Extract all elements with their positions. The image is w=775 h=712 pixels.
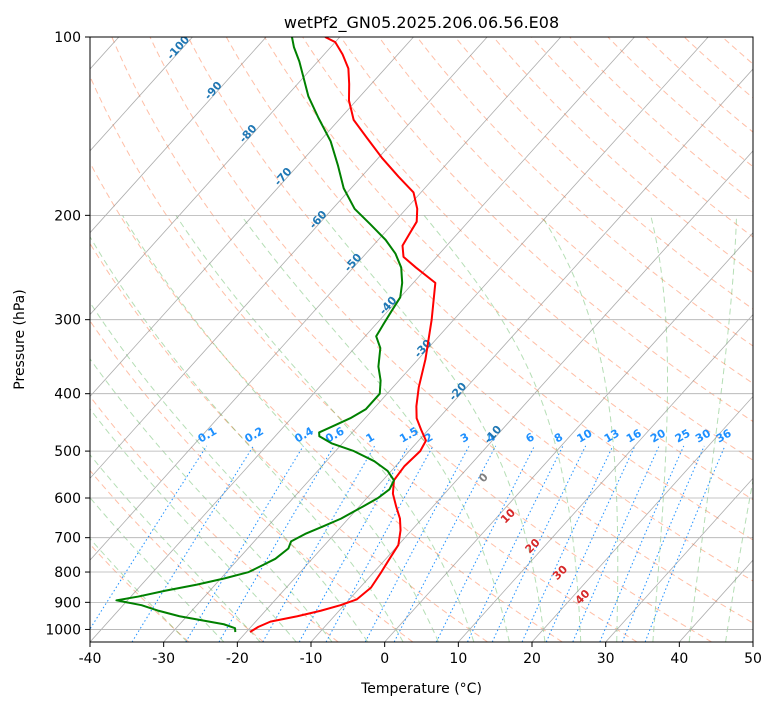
x-tick-label: 0: [380, 651, 389, 667]
x-axis-label: Temperature (°C): [360, 681, 482, 697]
x-tick-label: -20: [226, 651, 249, 667]
x-tick-label: 20: [523, 651, 541, 667]
x-tick-label: 50: [744, 651, 762, 667]
x-tick-label: -40: [79, 651, 102, 667]
y-tick-label: 800: [54, 565, 81, 581]
x-tick-label: -30: [152, 651, 175, 667]
y-tick-label: 300: [54, 313, 81, 329]
x-tick-label: 30: [597, 651, 615, 667]
y-tick-label: 900: [54, 595, 81, 611]
y-tick-label: 500: [54, 444, 81, 460]
y-tick-label: 700: [54, 531, 81, 547]
chart-title: wetPf2_GN05.2025.206.06.56.E08: [284, 13, 559, 33]
y-tick-label: 400: [54, 387, 81, 403]
x-tick-label: 40: [670, 651, 688, 667]
x-tick-label: 10: [449, 651, 467, 667]
y-tick-label: 100: [54, 30, 81, 46]
y-tick-label: 200: [54, 208, 81, 224]
y-axis-label: Pressure (hPa): [12, 289, 28, 389]
y-tick-label: 600: [54, 491, 81, 507]
x-tick-label: -10: [300, 651, 323, 667]
y-tick-label: 1000: [45, 622, 81, 638]
